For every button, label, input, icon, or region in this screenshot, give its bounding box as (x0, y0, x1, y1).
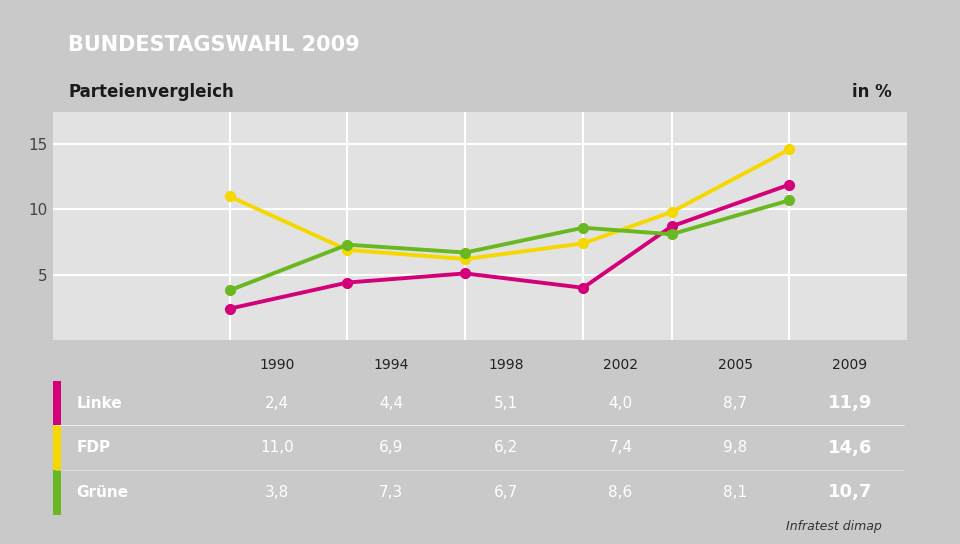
Text: 2002: 2002 (603, 358, 638, 372)
Text: 1994: 1994 (373, 358, 409, 372)
Text: Parteienvergleich: Parteienvergleich (68, 83, 234, 101)
Bar (53, 470, 61, 515)
Text: 8,1: 8,1 (723, 485, 747, 500)
Text: 1990: 1990 (259, 358, 295, 372)
Text: 8,6: 8,6 (609, 485, 633, 500)
Text: Infratest dimap: Infratest dimap (786, 520, 881, 533)
Text: Linke: Linke (77, 395, 123, 411)
Text: 7,4: 7,4 (609, 440, 633, 455)
Text: BUNDESTAGSWAHL 2009: BUNDESTAGSWAHL 2009 (68, 35, 360, 55)
Text: 7,3: 7,3 (379, 485, 403, 500)
Text: 3,8: 3,8 (265, 485, 289, 500)
Text: in %: in % (852, 83, 892, 101)
Text: 2,4: 2,4 (265, 395, 289, 411)
Text: 9,8: 9,8 (723, 440, 748, 455)
Text: 11,9: 11,9 (828, 394, 872, 412)
Text: 1998: 1998 (489, 358, 524, 372)
Bar (53, 381, 61, 425)
Text: 8,7: 8,7 (723, 395, 747, 411)
Text: 5,1: 5,1 (494, 395, 518, 411)
Text: 6,7: 6,7 (493, 485, 518, 500)
Text: FDP: FDP (77, 440, 110, 455)
Text: 4,0: 4,0 (609, 395, 633, 411)
Text: 6,2: 6,2 (493, 440, 518, 455)
Text: 2005: 2005 (718, 358, 753, 372)
Text: 10,7: 10,7 (828, 483, 872, 502)
Text: 11,0: 11,0 (260, 440, 294, 455)
Text: Grüne: Grüne (77, 485, 129, 500)
Bar (53, 425, 61, 470)
Text: 4,4: 4,4 (379, 395, 403, 411)
Text: 14,6: 14,6 (828, 438, 872, 457)
Text: 6,9: 6,9 (379, 440, 403, 455)
Text: 2009: 2009 (832, 358, 868, 372)
